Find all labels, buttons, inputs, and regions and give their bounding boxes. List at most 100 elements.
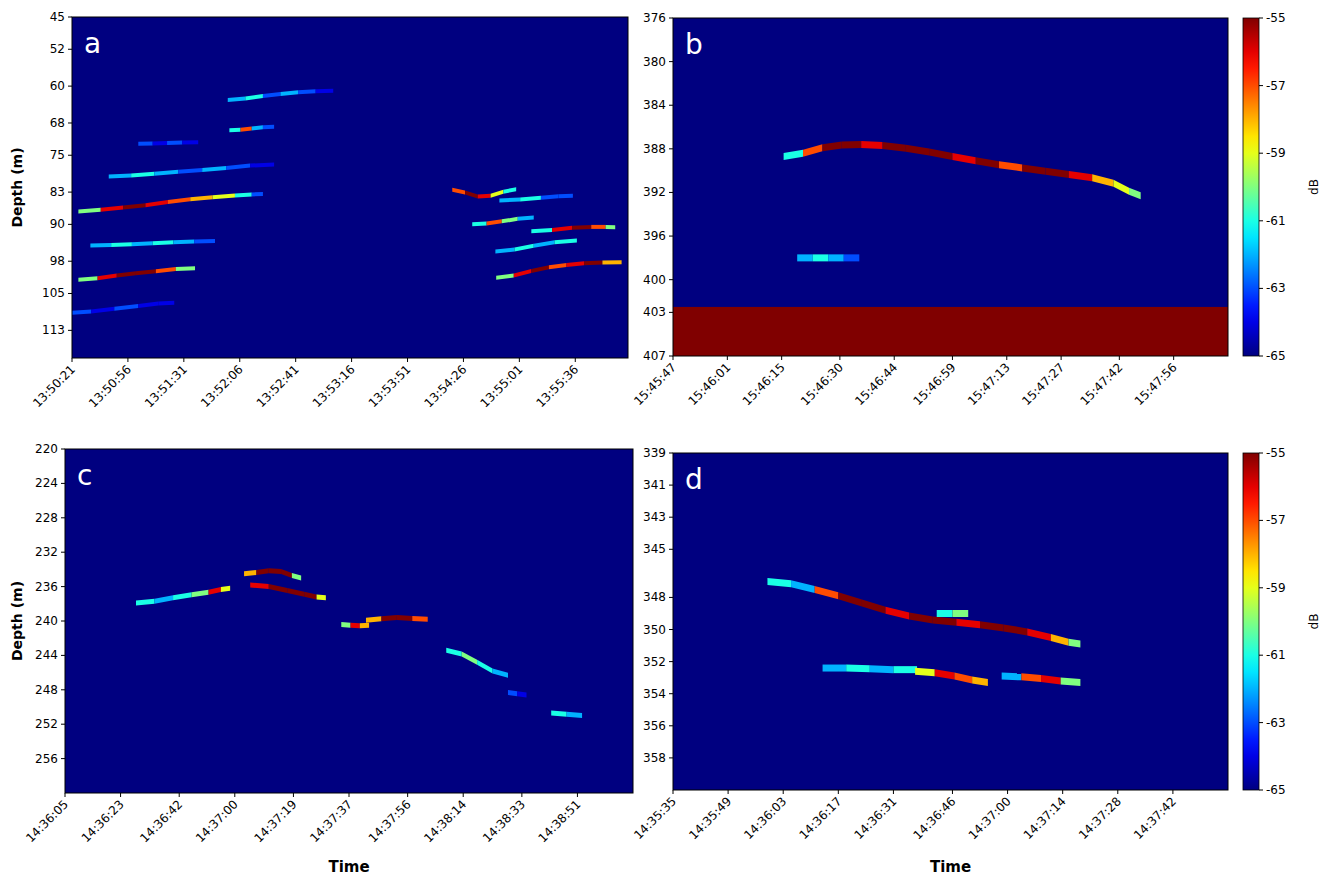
echo-cell bbox=[534, 240, 555, 247]
echo-cell bbox=[304, 592, 316, 600]
target-track bbox=[495, 238, 576, 253]
echo-cell bbox=[551, 711, 566, 717]
x-tick-label: 15:46:15 bbox=[740, 360, 788, 408]
colorbar bbox=[1243, 18, 1259, 356]
y-tick-label: 83 bbox=[50, 185, 65, 199]
panel-letter: d bbox=[685, 463, 703, 496]
y-tick-label: 98 bbox=[50, 254, 65, 268]
echo-cell bbox=[477, 660, 492, 674]
target-track bbox=[341, 622, 369, 628]
panel-letter: b bbox=[685, 28, 703, 61]
y-tick-label: 403 bbox=[643, 305, 666, 319]
echo-cell bbox=[517, 691, 526, 697]
target-track bbox=[915, 668, 988, 686]
echo-cell bbox=[909, 612, 933, 623]
echo-cell bbox=[131, 172, 154, 178]
y-tick-label: 348 bbox=[643, 590, 666, 604]
echo-cell bbox=[182, 140, 198, 144]
echo-cell bbox=[842, 141, 861, 149]
y-tick-label: 380 bbox=[643, 55, 666, 69]
x-tick-label: 15:46:30 bbox=[798, 360, 846, 408]
x-tick bbox=[673, 356, 674, 360]
plot-area bbox=[673, 141, 1228, 356]
y-tick bbox=[669, 597, 673, 598]
x-tick bbox=[239, 358, 240, 362]
echo-cell bbox=[952, 610, 968, 617]
echo-cell bbox=[156, 267, 176, 273]
x-tick bbox=[351, 358, 352, 362]
y-tick-label: 396 bbox=[643, 229, 666, 243]
echo-cell bbox=[886, 607, 910, 620]
y-tick bbox=[669, 453, 673, 454]
echo-cell bbox=[531, 265, 549, 273]
x-tick-label: 14:36:46 bbox=[911, 794, 959, 842]
plot-background bbox=[673, 453, 1228, 790]
plot-area bbox=[72, 89, 622, 315]
echo-cell bbox=[111, 242, 132, 247]
colorbar-tick bbox=[1259, 520, 1263, 521]
echo-cell bbox=[602, 260, 621, 264]
y-tick-label: 45 bbox=[50, 10, 65, 24]
echo-cell bbox=[101, 206, 123, 212]
echo-cell bbox=[862, 600, 886, 614]
x-tick-label: 13:51:31 bbox=[142, 362, 190, 410]
x-tick-label: 14:37:37 bbox=[307, 797, 355, 845]
y-tick-label: 60 bbox=[50, 79, 65, 93]
echo-cell bbox=[815, 586, 839, 599]
echo-cell bbox=[552, 226, 572, 232]
echo-cell bbox=[1069, 639, 1081, 648]
x-tick bbox=[463, 793, 464, 797]
panel-letter: a bbox=[84, 27, 101, 60]
echo-cell bbox=[168, 197, 190, 204]
echo-cell bbox=[976, 157, 999, 168]
echo-cell bbox=[797, 254, 813, 261]
x-tick-label: 14:35:49 bbox=[686, 794, 734, 842]
panel-c: 22022422823223624024424825225614:36:0514… bbox=[9, 442, 633, 876]
x-tick-label: 14:37:42 bbox=[1131, 794, 1179, 842]
echo-cell bbox=[229, 128, 240, 133]
target-track bbox=[90, 239, 215, 248]
echo-cell bbox=[244, 570, 256, 576]
echo-cell bbox=[929, 149, 952, 160]
colorbar-tick-label: -63 bbox=[1266, 281, 1286, 295]
echo-cell bbox=[298, 89, 316, 94]
echo-cell bbox=[502, 217, 518, 224]
colorbar-tick-label: -65 bbox=[1266, 783, 1286, 797]
target-track bbox=[767, 578, 1080, 648]
echo-cell bbox=[937, 610, 953, 617]
echo-cell bbox=[194, 239, 215, 243]
x-tick-label: 15:47:42 bbox=[1077, 360, 1125, 408]
y-tick bbox=[61, 483, 65, 484]
x-tick bbox=[72, 358, 73, 362]
x-tick bbox=[952, 790, 953, 794]
target-track bbox=[78, 192, 263, 214]
y-tick bbox=[669, 61, 673, 62]
echo-cell bbox=[478, 194, 491, 199]
x-tick bbox=[295, 358, 296, 362]
y-tick-label: 75 bbox=[50, 148, 65, 162]
echo-cell bbox=[138, 141, 152, 145]
colorbar-tick-label: -63 bbox=[1266, 716, 1286, 730]
x-tick bbox=[839, 356, 840, 360]
x-tick-label: 15:47:27 bbox=[1019, 360, 1067, 408]
echo-cell bbox=[893, 666, 917, 673]
echo-cell bbox=[136, 599, 155, 606]
echo-cell bbox=[531, 228, 552, 233]
echo-cell bbox=[1046, 168, 1069, 178]
y-tick-label: 358 bbox=[643, 751, 666, 765]
y-tick-label: 400 bbox=[643, 273, 666, 287]
y-tick bbox=[68, 49, 72, 50]
echo-cell bbox=[452, 188, 465, 195]
y-tick bbox=[669, 312, 673, 313]
x-tick bbox=[65, 793, 66, 797]
panel-d: 33934134334534835035235435635814:35:3514… bbox=[631, 446, 1321, 876]
x-tick-label: 14:36:03 bbox=[741, 794, 789, 842]
y-tick bbox=[61, 621, 65, 622]
y-tick-label: 240 bbox=[35, 614, 58, 628]
target-track bbox=[109, 162, 274, 178]
echo-cell bbox=[906, 145, 929, 156]
x-tick bbox=[120, 793, 121, 797]
x-tick-label: 14:36:31 bbox=[852, 794, 900, 842]
x-tick bbox=[1117, 790, 1118, 794]
echo-cell bbox=[954, 673, 972, 684]
